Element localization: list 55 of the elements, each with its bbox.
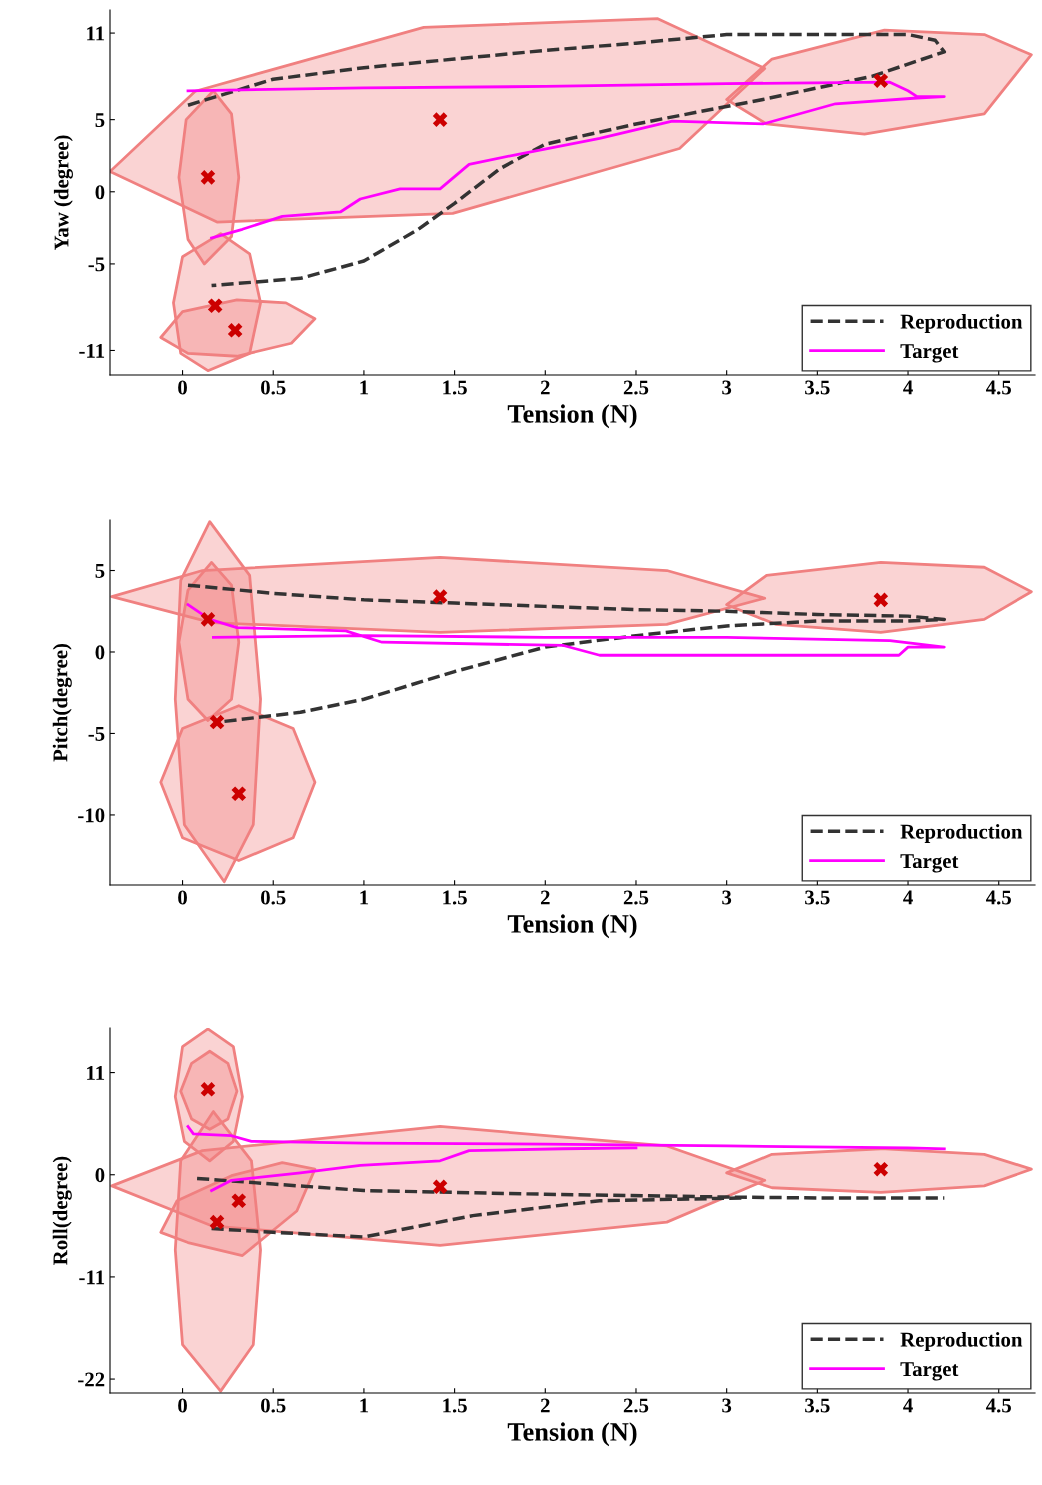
x-tick-label: 0 <box>178 890 187 905</box>
x-tick-label: 0.5 <box>261 1398 286 1413</box>
y-axis-title: Roll(degree) <box>52 1156 72 1265</box>
y-tick-label: 0 <box>95 1168 105 1183</box>
y-tick-label: -10 <box>78 808 105 823</box>
x-tick-label: 4 <box>903 1398 913 1413</box>
x-tick-label: 4.5 <box>985 1398 1011 1413</box>
x-tick-label: 2 <box>540 890 550 905</box>
y-tick-label: -5 <box>88 727 105 741</box>
y-tick-label: 0 <box>95 185 105 200</box>
y-tick-label: 5 <box>95 113 105 128</box>
y-tick-label: -22 <box>78 1372 105 1387</box>
x-tick-label: 1 <box>360 380 369 395</box>
y-tick-label: 11 <box>87 1066 105 1080</box>
y-tick-label: -11 <box>79 343 105 358</box>
x-tick-label: 1.5 <box>443 890 467 905</box>
x-axis-title: Tension (N) <box>507 914 637 939</box>
x-tick-label: 3 <box>722 1398 732 1413</box>
x-tick-label: 1 <box>360 890 369 905</box>
y-axis-title: Yaw (degree) <box>53 135 73 251</box>
x-tick-label: 3 <box>722 890 732 905</box>
legend-label: Target <box>900 344 959 363</box>
x-tick-label: 0 <box>178 380 187 395</box>
x-tick-label: 4 <box>903 380 913 395</box>
x-tick-label: 0 <box>178 1398 187 1413</box>
x-axis-title: Tension (N) <box>507 1422 637 1447</box>
x-tick-label: 2.5 <box>623 1398 649 1413</box>
legend-label: Target <box>900 1362 959 1381</box>
x-tick-label: 2 <box>540 1398 550 1413</box>
x-tick-label: 2 <box>540 380 550 395</box>
legend-label: Reproduction <box>900 1332 1023 1351</box>
x-tick-label: 3.5 <box>805 1398 830 1413</box>
legend-label: Target <box>900 854 959 873</box>
x-tick-label: 3 <box>722 380 732 395</box>
legend-label: Reproduction <box>900 314 1023 333</box>
y-tick-label: -5 <box>88 257 105 272</box>
y-tick-label: 5 <box>95 564 105 578</box>
x-tick-label: 0.5 <box>261 380 286 395</box>
y-axis-title: Pitch(degree) <box>52 644 72 762</box>
x-tick-label: 4.5 <box>985 380 1011 395</box>
x-tick-label: 2.5 <box>623 380 649 395</box>
x-tick-label: 1 <box>360 1398 369 1413</box>
x-tick-label: 3.5 <box>805 890 830 905</box>
y-tick-label: -11 <box>79 1270 105 1285</box>
x-tick-label: 1.5 <box>443 1398 467 1413</box>
x-tick-label: 2.5 <box>623 890 649 905</box>
y-tick-label: 11 <box>87 26 105 41</box>
x-tick-label: 4.5 <box>985 890 1011 905</box>
x-axis-title: Tension (N) <box>507 404 637 429</box>
x-tick-label: 0.5 <box>261 890 286 905</box>
legend-label: Reproduction <box>900 824 1023 843</box>
x-tick-label: 1.5 <box>443 380 467 395</box>
x-tick-label: 3.5 <box>805 380 830 395</box>
x-tick-label: 4 <box>903 890 913 905</box>
y-tick-label: 0 <box>95 645 105 660</box>
